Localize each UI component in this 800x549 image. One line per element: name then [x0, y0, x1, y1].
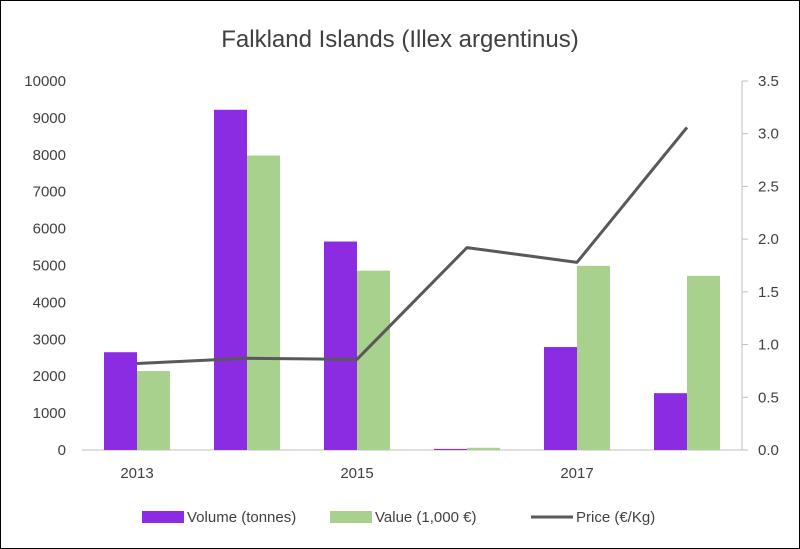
y-right-tick-label: 2.5	[758, 178, 779, 195]
y-right-tick-label: 3.0	[758, 126, 779, 143]
bars	[104, 109, 720, 451]
y-left-tick-label: 6000	[33, 221, 66, 238]
price-line	[136, 126, 689, 366]
bar-value	[137, 371, 170, 450]
y-right-tick-label: 1.0	[758, 337, 779, 354]
legend-label: Price (€/Kg)	[576, 509, 655, 526]
y-left-tick-label: 0	[58, 442, 66, 459]
y-left-tick-label: 4000	[33, 294, 66, 311]
x-tick-label: 2013	[120, 465, 153, 482]
bar-volume	[544, 347, 577, 450]
y-right-tick-label: 0.5	[758, 389, 779, 406]
y-right-tick-label: 1.5	[758, 284, 779, 301]
y-right-tick-label: 3.5	[758, 73, 779, 90]
y-left-tick-label: 5000	[33, 258, 66, 275]
bar-value	[577, 265, 610, 450]
bar-value	[357, 270, 390, 450]
legend-swatch	[330, 511, 372, 523]
bar-volume	[654, 393, 687, 450]
bar-volume	[324, 241, 357, 450]
x-tick-label: 2015	[340, 465, 373, 482]
y-left-tick-label: 9000	[33, 110, 66, 127]
axes: 0 1000 2000 3000 4000 5000 6000 7000 8000 9000 100…	[24, 73, 779, 482]
legend: Volume (tonnes) Value (1,000 €) Price (€/K…	[142, 509, 655, 526]
y-left-tick-label: 7000	[33, 184, 66, 201]
legend-label: Value (1,000 €)	[375, 509, 476, 526]
y-left-tick-label: 2000	[33, 368, 66, 385]
price-line-layer	[136, 126, 689, 366]
y-left-tick-label: 8000	[33, 147, 66, 164]
bar-value	[467, 447, 500, 450]
y-right-tick-label: 0.0	[758, 442, 779, 459]
bar-value	[247, 155, 280, 450]
chart-title: Falkland Islands (Illex argentinus)	[221, 26, 579, 53]
legend-swatch	[142, 511, 184, 523]
y-right-tick-label: 2.0	[758, 231, 779, 248]
y-left-tick-label: 1000	[33, 405, 66, 422]
y-left-tick-label: 10000	[24, 73, 66, 90]
y-left-tick-label: 3000	[33, 331, 66, 348]
legend-label: Volume (tonnes)	[187, 509, 296, 526]
bar-volume	[434, 448, 467, 450]
bar-volume	[214, 109, 247, 451]
x-tick-label: 2017	[560, 465, 593, 482]
bar-value	[687, 275, 720, 450]
bar-volume	[104, 352, 137, 450]
